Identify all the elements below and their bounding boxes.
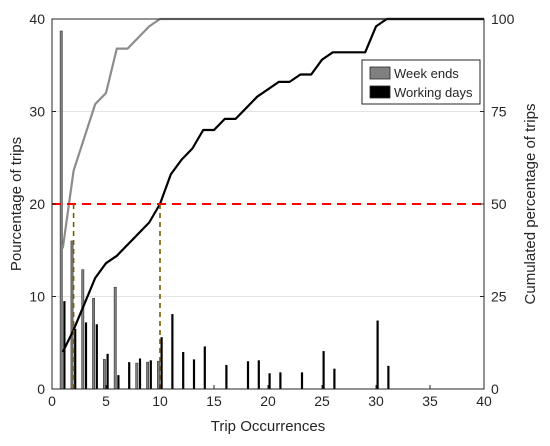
bar-week-ends <box>70 240 74 390</box>
y-right-tick-label: 25 <box>491 289 507 305</box>
y-tick-label: 30 <box>29 104 45 120</box>
x-tick-label: 20 <box>260 393 276 409</box>
x-tick-label: 35 <box>422 393 438 409</box>
bar-working-days <box>279 372 282 389</box>
x-tick-label: 5 <box>102 393 110 409</box>
y-tick-label: 10 <box>29 289 45 305</box>
legend-label-working-days: Working days <box>394 85 473 100</box>
bar-week-ends <box>135 362 139 390</box>
bar-working-days <box>117 375 120 389</box>
x-tick-label: 10 <box>152 393 168 409</box>
bar-week-ends <box>146 361 150 390</box>
bar-working-days <box>74 328 77 389</box>
bar-working-days <box>128 362 131 389</box>
y-axis-label: Pourcentage of trips <box>8 137 25 271</box>
bar-working-days <box>333 368 336 389</box>
legend-label-week-ends: Week ends <box>394 66 459 81</box>
bar-working-days <box>84 322 88 389</box>
bar-week-ends <box>157 360 160 390</box>
bar-working-days <box>300 372 304 389</box>
y-right-tick-label: 50 <box>491 196 507 212</box>
y-tick-label: 40 <box>29 11 45 27</box>
bar-working-days <box>160 337 163 389</box>
bar-working-days <box>63 301 66 389</box>
bar-week-ends <box>103 359 106 390</box>
bar-working-days <box>138 358 142 389</box>
bar-working-days <box>225 364 228 389</box>
bar-working-days <box>182 352 185 389</box>
y-tick-label: 20 <box>29 196 45 212</box>
bar-week-ends <box>59 30 63 390</box>
bar-working-days <box>322 351 325 389</box>
x-tick-label: 15 <box>206 393 222 409</box>
reference-lines <box>52 203 484 389</box>
bar-working-days <box>268 373 271 389</box>
bar-week-ends <box>81 269 85 390</box>
bar-week-ends <box>92 298 96 390</box>
bar-working-days <box>387 365 390 389</box>
bar-working-days <box>203 346 206 389</box>
bar-working-days <box>95 324 98 389</box>
y-right-tick-label: 100 <box>491 11 515 27</box>
x-tick-label: 0 <box>48 393 56 409</box>
y-right-tick-label: 0 <box>491 381 499 397</box>
bar-working-days <box>149 360 152 389</box>
x-tick-label: 30 <box>368 393 384 409</box>
bar-working-days <box>246 361 250 389</box>
x-tick-label: 40 <box>476 393 492 409</box>
bar-working-days <box>106 353 109 389</box>
x-tick-label: 25 <box>314 393 330 409</box>
line-working-days-cumulated <box>61 17 484 353</box>
bars <box>59 30 390 390</box>
legend-swatch-working-days <box>369 85 391 99</box>
bar-working-days <box>257 360 260 389</box>
x-axis-label: Trip Occurrences <box>211 418 325 435</box>
bar-working-days <box>171 314 174 389</box>
bar-working-days <box>376 320 379 389</box>
legend-swatch-week-ends <box>369 66 391 80</box>
line-week-ends-cumulated <box>61 17 484 249</box>
y-right-tick-label: 75 <box>491 104 507 120</box>
y-tick-label: 0 <box>37 381 45 397</box>
bar-week-ends <box>113 286 117 390</box>
legend: Week ends Working days <box>361 59 481 105</box>
bar-working-days <box>192 359 196 389</box>
y-axis-right-label: Cumulated percentage of trips <box>522 104 539 305</box>
